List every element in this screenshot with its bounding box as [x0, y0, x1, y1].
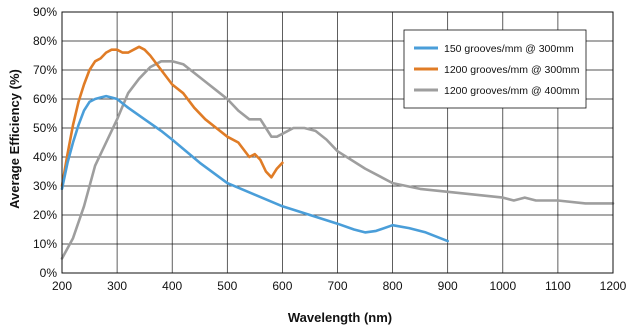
y-axis-title: Average Efficiency (%): [7, 69, 22, 209]
x-tick-label: 1100: [545, 279, 571, 293]
x-tick-label: 800: [383, 279, 403, 293]
y-tick-label: 60%: [33, 92, 57, 106]
x-tick-label: 600: [272, 279, 292, 293]
x-tick-label: 1000: [489, 279, 516, 293]
x-tick-label: 700: [327, 279, 347, 293]
legend: 150 grooves/mm @ 300mm 1200 grooves/mm @ …: [403, 29, 587, 109]
series-line-0: [60, 94, 450, 243]
y-tick-label: 70%: [33, 63, 57, 77]
y-tick-label: 80%: [33, 34, 57, 48]
x-tick-label: 500: [217, 279, 237, 293]
series-line-2: [60, 59, 615, 260]
plot-frame: [61, 11, 614, 274]
y-tick-label: 10%: [33, 237, 57, 251]
legend-label: 1200 grooves/mm @ 400mm: [444, 85, 580, 97]
x-tick-label: 1200: [600, 279, 627, 293]
x-tick-label: 400: [162, 279, 182, 293]
x-tick-label: 300: [107, 279, 127, 293]
series-layer: [60, 45, 615, 260]
y-tick-label: 20%: [33, 208, 57, 222]
x-axis-title: Wavelength (nm): [288, 310, 392, 325]
x-tick-label: 200: [52, 279, 72, 293]
y-tick-label: 50%: [33, 121, 57, 135]
x-axis-ticks: 200 300 400 500 600 700 800 900 1000 1100 1200: [52, 279, 627, 293]
series-line-1: [60, 45, 284, 188]
y-axis-ticks: 0% 10% 20% 30% 40% 50% 60% 70% 80% 90%: [33, 5, 57, 280]
y-tick-label: 0%: [40, 266, 58, 280]
y-tick-label: 90%: [33, 5, 57, 19]
x-tick-label: 900: [438, 279, 458, 293]
y-tick-label: 30%: [33, 179, 57, 193]
y-tick-label: 40%: [33, 150, 57, 164]
legend-label: 150 grooves/mm @ 300mm: [444, 43, 574, 55]
legend-label: 1200 grooves/mm @ 300mm: [444, 64, 580, 76]
